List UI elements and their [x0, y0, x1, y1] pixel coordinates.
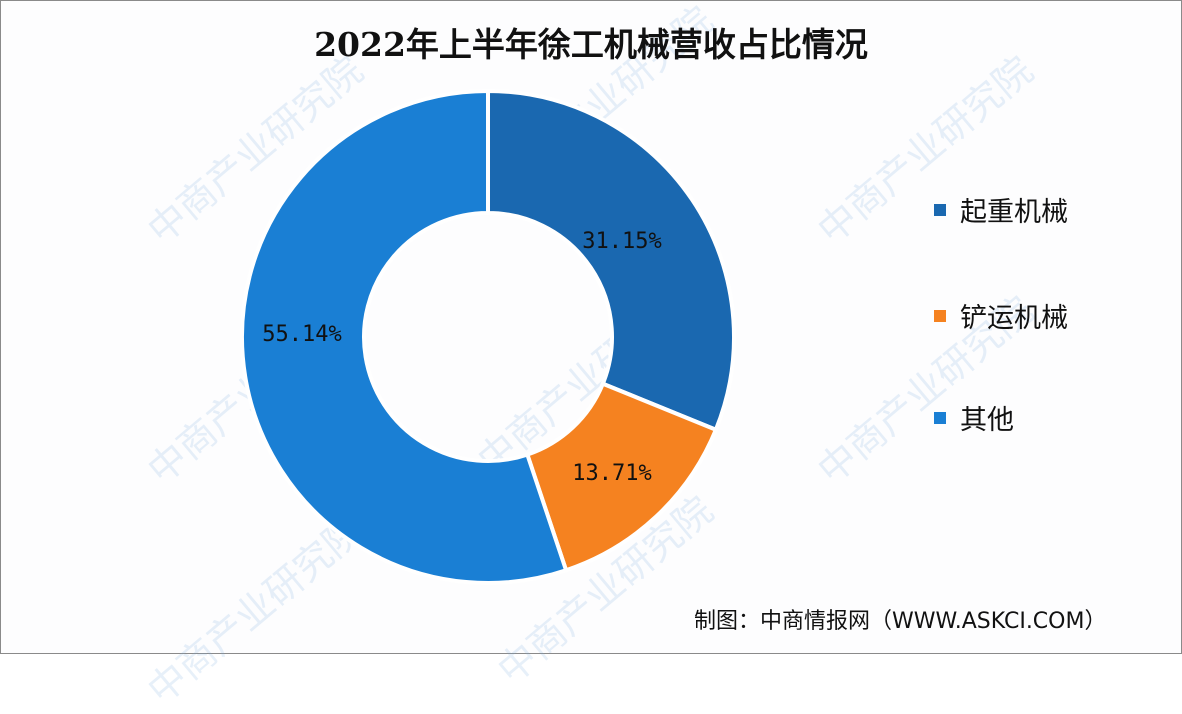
donut-slice-2[interactable] [240, 88, 569, 585]
legend-item-earthmoving-machinery[interactable]: 铲运机械 [934, 296, 1068, 335]
slice-value-label: 13.71% [572, 461, 651, 486]
chart-title: 2022年上半年徐工机械营收占比情况 [314, 25, 868, 64]
legend-item-other[interactable]: 其他 [934, 398, 1014, 437]
source-credit: 制图：中商情报网（WWW.ASKCI.COM） [694, 609, 1107, 634]
donut-slice-1[interactable] [524, 381, 719, 573]
legend-label: 其他 [960, 405, 1014, 436]
legend-label: 铲运机械 [960, 303, 1068, 334]
donut-chart: 31.15% 13.71% 55.14% [240, 88, 736, 585]
legend-swatch-icon [934, 411, 946, 424]
legend-swatch-icon [934, 203, 946, 216]
slice-value-label: 55.14% [262, 322, 341, 347]
donut-slice-0[interactable] [486, 88, 736, 433]
donut-slices [240, 88, 736, 585]
legend-swatch-icon [934, 309, 946, 322]
slice-value-label: 31.15% [582, 229, 661, 254]
slice-labels: 31.15% 13.71% 55.14% [262, 229, 661, 486]
legend-item-lifting-machinery[interactable]: 起重机械 [934, 190, 1068, 229]
legend-label: 起重机械 [960, 197, 1068, 228]
